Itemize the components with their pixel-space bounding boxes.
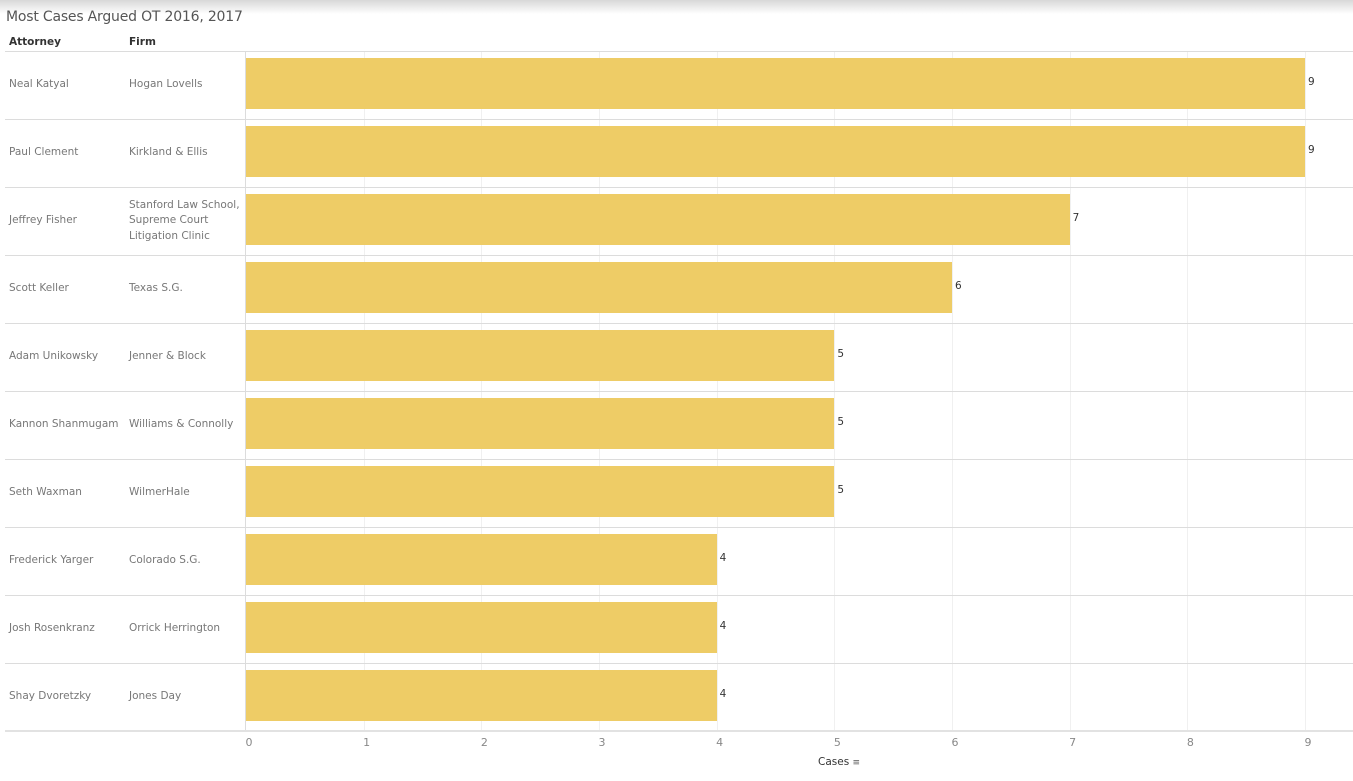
x-tick-label: 7 [1069, 736, 1077, 749]
x-tick-label: 8 [1186, 736, 1194, 749]
attorney-header[interactable]: Attorney [9, 36, 61, 48]
row-divider [5, 663, 1353, 664]
attorney-name: Scott Keller [9, 282, 69, 294]
row-divider [5, 323, 1353, 324]
firm-name: Hogan Lovells [129, 78, 203, 91]
attorney-name: Frederick Yarger [9, 554, 94, 566]
firm-name: Williams & Connolly [129, 418, 234, 431]
bar-value-label: 4 [719, 620, 727, 632]
firm-header[interactable]: Firm [129, 36, 156, 48]
bar-value-label: 4 [719, 552, 727, 564]
chart-title: Most Cases Argued OT 2016, 2017 [6, 9, 243, 25]
gridline [599, 51, 600, 730]
attorney-name: Josh Rosenkranz [9, 622, 95, 634]
gridline [952, 51, 953, 730]
firm-name: Kirkland & Ellis [129, 146, 208, 159]
bar[interactable] [246, 466, 835, 517]
row-divider [5, 255, 1353, 256]
row-divider [5, 595, 1353, 596]
bar-value-label: 5 [837, 348, 845, 360]
x-axis-title[interactable]: Cases ≡ [818, 756, 860, 768]
attorney-name: Paul Clement [9, 146, 79, 158]
x-tick-label: 3 [598, 736, 606, 749]
attorney-name: Seth Waxman [9, 486, 82, 498]
axis-divider [245, 51, 246, 730]
bar[interactable] [246, 126, 1305, 177]
attorney-name: Adam Unikowsky [9, 350, 99, 362]
x-axis-label: Cases [818, 756, 850, 768]
firm-name: WilmerHale [129, 486, 190, 499]
bar-value-label: 5 [837, 416, 845, 428]
top-shadow [0, 0, 1353, 14]
bar[interactable] [246, 194, 1070, 245]
bar[interactable] [246, 330, 835, 381]
gridline [1069, 51, 1071, 730]
bar-value-label: 6 [955, 280, 962, 292]
gridline [1305, 51, 1306, 730]
bar-value-label: 7 [1072, 212, 1080, 224]
x-axis-line [5, 730, 1353, 732]
bar[interactable] [246, 398, 835, 449]
bar[interactable] [246, 602, 717, 653]
attorney-name: Shay Dvoretzky [9, 690, 92, 702]
bar[interactable] [246, 262, 952, 313]
attorney-name: Jeffrey Fisher [9, 214, 77, 226]
gridline [1187, 51, 1189, 730]
bar[interactable] [246, 58, 1305, 109]
bar-value-label: 9 [1308, 144, 1315, 156]
bar-value-label: 4 [719, 688, 727, 700]
row-divider [5, 51, 1353, 52]
sort-icon[interactable]: ≡ [852, 758, 861, 768]
firm-name: Colorado S.G. [129, 554, 201, 567]
row-divider [5, 391, 1353, 392]
bar-value-label: 5 [837, 484, 845, 496]
firm-name: Stanford Law School, Supreme Court Litig… [129, 198, 240, 242]
x-tick-label: 2 [480, 736, 488, 749]
x-tick-label: 9 [1304, 736, 1312, 749]
x-tick-label: 4 [716, 736, 724, 749]
gridline [716, 51, 718, 730]
x-tick-label: 1 [363, 736, 371, 749]
x-tick-label: 6 [951, 736, 959, 749]
row-divider [5, 527, 1353, 528]
x-tick-label: 5 [833, 736, 841, 749]
firm-name: Texas S.G. [129, 282, 183, 295]
row-divider [5, 119, 1353, 120]
x-tick-label: 0 [245, 736, 253, 749]
gridline [481, 51, 483, 730]
bar[interactable] [246, 670, 717, 721]
firm-name: Orrick Herrington [129, 622, 221, 635]
bar-value-label: 9 [1308, 76, 1315, 88]
gridline [834, 51, 836, 730]
attorney-name: Kannon Shanmugam [9, 418, 119, 430]
firm-name: Jenner & Block [129, 350, 206, 363]
row-divider [5, 187, 1353, 188]
gridline [363, 51, 365, 730]
bar[interactable] [246, 534, 717, 585]
firm-name: Jones Day [129, 690, 182, 703]
attorney-name: Neal Katyal [9, 78, 69, 90]
row-divider [5, 459, 1353, 460]
